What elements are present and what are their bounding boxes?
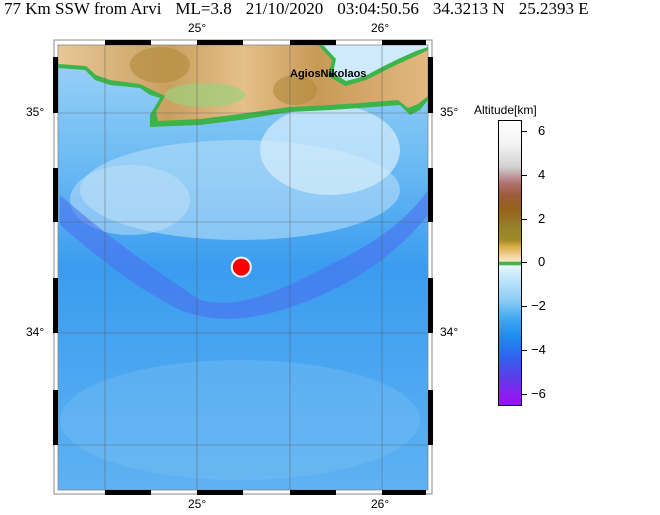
lowland [165,83,245,107]
colorbar-title: Altitude[km] [474,103,537,117]
colorbar-tick [522,131,527,132]
colorbar-tick [522,218,527,220]
lon-label-25-bottom: 25° [188,497,207,511]
colorbar-tick-label: 6 [538,123,546,138]
town-marker [329,73,333,77]
event-location: 77 Km SSW from Arvi [4,0,162,18]
event-time: 03:04:50.56 [337,0,419,18]
shallow-shelf [260,105,400,195]
colorbar-tick [522,393,527,395]
colorbar-tick-label: 2 [538,210,546,226]
event-longitude: 25.2393 E [518,0,589,18]
colorbar-tick-label: 0 [538,254,546,270]
lat-label-34: 34° [26,325,45,339]
lat-label-35: 35° [26,105,45,119]
lon-label-25: 25° [188,21,207,35]
colorbar-tick [522,350,527,351]
graticule [58,45,428,490]
event-magnitude: ML=3.8 [175,0,232,18]
sea-floor [60,360,420,480]
event-latitude: 34.3213 N [432,0,505,18]
lon-label-26: 26° [371,21,390,35]
lat-label-35-right: 35° [440,105,459,119]
altitude-colorbar [498,120,522,406]
colorbar-tick [522,306,527,308]
colorbar-tick-label: 4 [538,166,546,182]
event-title: 77 Km SSW from Arvi ML=3.8 21/10/2020 03:04… [4,0,603,19]
town-label: AgiosNikolaos [290,68,366,80]
gulf-water [323,45,428,81]
lon-label-26-bottom: 26° [371,497,390,511]
deep-trench [60,190,428,319]
shallow-shelf [70,165,190,235]
mountain [130,47,190,83]
colorbar-tick-label: −4 [531,342,546,357]
epicenter-marker[interactable] [230,256,252,278]
colorbar-tick-label: −6 [531,385,546,401]
map-frame [53,39,433,495]
event-date: 21/10/2020 [245,0,324,18]
colorbar-tick [522,262,527,264]
colorbar-tick-label: −2 [531,298,546,314]
lat-label-34-right: 34° [440,325,459,339]
colorbar-tick [522,174,527,176]
mountain [273,75,317,105]
